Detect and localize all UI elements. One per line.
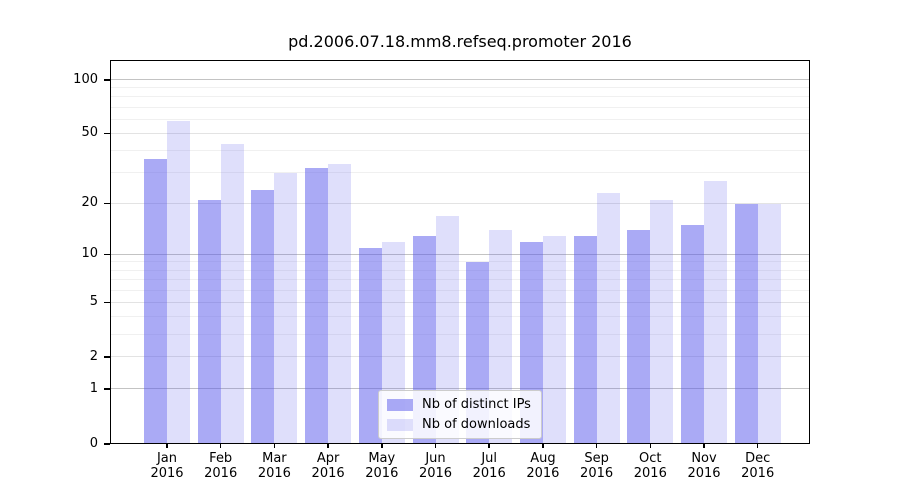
bar-downloads-apr-2016 bbox=[328, 163, 352, 444]
gridline-8 bbox=[110, 269, 810, 271]
bar-downloads-dec-2016 bbox=[757, 203, 781, 444]
chart-title: pd.2006.07.18.mm8.refseq.promoter 2016 bbox=[288, 32, 632, 51]
y-tick-label-2: 2 bbox=[89, 348, 98, 364]
bar-distinct-ips-apr-2016 bbox=[305, 168, 329, 444]
bar-distinct-ips-mar-2016 bbox=[251, 190, 275, 444]
x-tick-mark-apr-2016 bbox=[327, 444, 329, 448]
x-tick-mark-sep-2016 bbox=[595, 444, 598, 448]
gridline-10 bbox=[110, 253, 810, 255]
x-tick-mark-jan-2016 bbox=[166, 444, 168, 448]
legend-label-distinct-ips: Nb of distinct IPs bbox=[422, 397, 531, 412]
bar-distinct-ips-oct-2016 bbox=[627, 230, 651, 444]
bar-downloads-jan-2016 bbox=[167, 121, 190, 444]
bar-distinct-ips-feb-2016 bbox=[197, 200, 221, 444]
y-tick-mark-2 bbox=[104, 356, 110, 358]
gridline-50 bbox=[110, 132, 810, 134]
x-tick-mark-mar-2016 bbox=[273, 444, 276, 448]
x-tick-mark-may-2016 bbox=[381, 444, 383, 448]
gridline-80 bbox=[110, 96, 810, 98]
legend: Nb of distinct IPs Nb of downloads bbox=[378, 390, 542, 439]
bar-downloads-feb-2016 bbox=[220, 143, 244, 444]
x-tick-mark-dec-2016 bbox=[756, 444, 759, 448]
gridline-5 bbox=[110, 301, 810, 303]
gridline-6 bbox=[110, 289, 810, 291]
bar-downloads-mar-2016 bbox=[274, 173, 298, 444]
x-tick-mark-aug-2016 bbox=[542, 444, 544, 448]
x-tick-mark-oct-2016 bbox=[649, 444, 652, 448]
bar-distinct-ips-jan-2016 bbox=[144, 159, 167, 444]
gridline-70 bbox=[110, 106, 810, 108]
y-tick-label-50: 50 bbox=[81, 125, 98, 141]
legend-swatch-distinct-ips bbox=[387, 398, 413, 411]
gridline-30 bbox=[110, 172, 810, 174]
gridline-90 bbox=[110, 87, 810, 89]
gridline-7 bbox=[110, 279, 810, 280]
bar-downloads-oct-2016 bbox=[650, 200, 674, 444]
x-tick-label-aug-2016: Aug 2016 bbox=[526, 451, 560, 481]
x-tick-label-jun-2016: Jun 2016 bbox=[418, 451, 453, 481]
legend-item-distinct-ips: Nb of distinct IPs bbox=[387, 397, 531, 412]
y-tick-mark-10 bbox=[104, 253, 110, 256]
gridline-20 bbox=[110, 202, 810, 204]
legend-label-downloads: Nb of downloads bbox=[422, 417, 531, 432]
x-tick-label-sep-2016: Sep 2016 bbox=[580, 451, 614, 481]
x-tick-label-dec-2016: Dec 2016 bbox=[741, 451, 775, 481]
x-tick-label-jul-2016: Jul 2016 bbox=[472, 451, 506, 481]
gridline-3 bbox=[110, 333, 810, 335]
x-tick-mark-jun-2016 bbox=[434, 444, 437, 448]
gridline-1 bbox=[110, 388, 810, 390]
y-tick-mark-100 bbox=[104, 79, 110, 81]
x-tick-label-oct-2016: Oct 2016 bbox=[633, 451, 667, 481]
x-tick-label-mar-2016: Mar 2016 bbox=[257, 451, 291, 481]
bar-downloads-nov-2016 bbox=[704, 181, 727, 444]
gridline-2 bbox=[110, 356, 810, 358]
bar-distinct-ips-nov-2016 bbox=[681, 225, 704, 444]
gridline-40 bbox=[110, 150, 810, 152]
plot-area: Nb of distinct IPs Nb of downloads bbox=[110, 60, 810, 444]
bar-distinct-ips-dec-2016 bbox=[734, 203, 758, 444]
x-tick-mark-jul-2016 bbox=[488, 444, 490, 448]
x-tick-label-apr-2016: Apr 2016 bbox=[311, 451, 345, 481]
y-tick-label-20: 20 bbox=[81, 195, 98, 211]
y-tick-label-0: 0 bbox=[89, 435, 98, 451]
x-tick-label-jan-2016: Jan 2016 bbox=[150, 451, 184, 481]
x-tick-label-may-2016: May 2016 bbox=[365, 451, 399, 481]
bar-distinct-ips-may-2016 bbox=[358, 248, 382, 444]
gridline-9 bbox=[110, 261, 810, 263]
bar-distinct-ips-sep-2016 bbox=[573, 235, 597, 444]
y-tick-mark-20 bbox=[104, 202, 110, 205]
y-tick-mark-5 bbox=[104, 301, 110, 304]
y-tick-label-100: 100 bbox=[73, 71, 98, 87]
bar-downloads-sep-2016 bbox=[596, 193, 620, 444]
y-tick-mark-0 bbox=[104, 443, 110, 445]
legend-item-downloads: Nb of downloads bbox=[387, 417, 531, 432]
x-tick-label-nov-2016: Nov 2016 bbox=[687, 451, 721, 481]
bar-downloads-aug-2016 bbox=[542, 235, 566, 444]
gridline-4 bbox=[110, 316, 810, 318]
y-tick-label-5: 5 bbox=[89, 294, 98, 310]
gridline-60 bbox=[110, 118, 810, 120]
x-tick-mark-nov-2016 bbox=[703, 444, 705, 448]
y-tick-mark-50 bbox=[104, 132, 110, 135]
gridline-100 bbox=[110, 79, 810, 80]
y-tick-label-10: 10 bbox=[81, 246, 98, 262]
x-tick-mark-feb-2016 bbox=[219, 444, 222, 448]
bar-downloads-jun-2016 bbox=[435, 216, 459, 444]
y-tick-mark-1 bbox=[104, 388, 110, 390]
x-tick-label-feb-2016: Feb 2016 bbox=[204, 451, 238, 481]
y-tick-label-1: 1 bbox=[89, 380, 98, 396]
legend-swatch-downloads bbox=[387, 418, 413, 431]
